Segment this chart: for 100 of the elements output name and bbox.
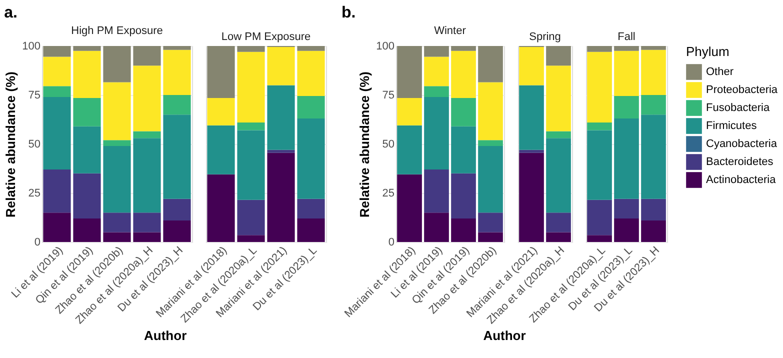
bar — [133, 131, 161, 138]
legend-label: Firmicutes — [706, 120, 758, 132]
bar — [163, 198, 191, 220]
chart-title: Winter — [434, 25, 466, 37]
bar — [103, 232, 131, 242]
bar — [73, 173, 101, 218]
legend-label: Bacteroidetes — [706, 156, 774, 168]
bar — [267, 46, 295, 86]
bar — [641, 50, 666, 95]
bar — [207, 174, 235, 242]
legend-title: Phylum — [686, 44, 730, 59]
bar — [237, 122, 265, 130]
bar — [546, 232, 571, 242]
bar — [614, 46, 639, 51]
bar — [478, 146, 503, 213]
bar — [478, 46, 503, 82]
bar — [163, 220, 191, 242]
bar — [587, 122, 612, 130]
bar — [519, 46, 544, 86]
bar — [297, 96, 325, 119]
bar — [43, 46, 71, 57]
bar — [519, 152, 544, 242]
bar — [73, 46, 101, 51]
text: a. — [4, 4, 18, 22]
x-axis-title: Author — [144, 328, 187, 343]
bar — [451, 46, 476, 51]
bar — [43, 169, 71, 213]
bar — [133, 46, 161, 66]
bar — [73, 98, 101, 126]
y-tick-label: 75 — [28, 90, 40, 102]
y-tick-label: 25 — [382, 188, 394, 200]
bar — [614, 118, 639, 199]
bar — [519, 85, 544, 150]
bar — [43, 86, 71, 97]
bar — [73, 50, 101, 98]
bar — [424, 86, 449, 97]
bar — [451, 218, 476, 242]
bar — [73, 218, 101, 242]
bar — [451, 98, 476, 126]
bar — [614, 96, 639, 119]
bar — [641, 95, 666, 115]
bar — [297, 118, 325, 199]
bar — [424, 46, 449, 57]
y-tick-label: 0 — [34, 236, 40, 248]
legend-label: Cyanobacteria — [706, 138, 778, 150]
bar — [103, 212, 131, 232]
bar — [43, 96, 71, 170]
bar — [133, 66, 161, 132]
bar — [237, 46, 265, 52]
y-tick-label: 50 — [382, 138, 394, 150]
bar — [641, 114, 666, 199]
x-axis-title: Author — [483, 328, 526, 343]
bar — [424, 212, 449, 242]
bar — [397, 174, 422, 242]
bar — [641, 46, 666, 50]
bar — [424, 169, 449, 213]
bar — [478, 82, 503, 140]
y-tick-label: 75 — [382, 90, 394, 102]
bar — [519, 150, 544, 153]
legend-label: Actinobacteria — [706, 174, 777, 186]
bar — [103, 146, 131, 213]
bar — [43, 56, 71, 86]
bar — [267, 85, 295, 150]
y-axis-title: Relative abundance (%) — [3, 72, 18, 218]
bar — [133, 232, 161, 242]
bar — [397, 98, 422, 126]
bar — [207, 98, 235, 126]
chart-title: Fall — [618, 31, 636, 43]
bar — [237, 200, 265, 236]
legend-label: Proteobacteria — [706, 84, 778, 96]
bar — [614, 198, 639, 218]
bar — [641, 198, 666, 220]
bar — [478, 232, 503, 242]
bar — [237, 130, 265, 200]
bar — [297, 46, 325, 51]
y-tick-label: 25 — [28, 188, 40, 200]
bar — [424, 56, 449, 86]
bar — [103, 82, 131, 140]
bar — [207, 125, 235, 174]
bar — [297, 198, 325, 218]
chart-title: Low PM Exposure — [221, 31, 311, 43]
bar — [297, 50, 325, 96]
bar — [546, 138, 571, 213]
bar — [546, 131, 571, 138]
bar — [451, 126, 476, 174]
bar — [133, 138, 161, 213]
y-tick-label: 0 — [388, 236, 394, 248]
bar — [587, 235, 612, 242]
bar — [103, 46, 131, 82]
legend-label: Fusobacteria — [706, 102, 770, 114]
bar — [546, 66, 571, 132]
bar — [397, 125, 422, 174]
bar — [587, 200, 612, 236]
bar — [73, 126, 101, 174]
bar — [478, 212, 503, 232]
bar — [451, 50, 476, 98]
bar — [237, 235, 265, 242]
bar — [587, 46, 612, 52]
bar — [397, 46, 422, 98]
bar — [614, 50, 639, 96]
